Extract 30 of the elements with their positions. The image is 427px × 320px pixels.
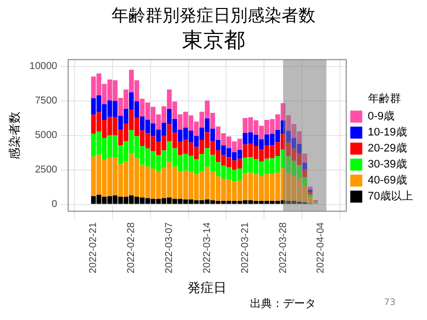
bar bbox=[302, 162, 308, 170]
bar bbox=[302, 169, 308, 178]
chart-title: 年齢群別発症日別感染者数 bbox=[112, 6, 316, 25]
legend-label: 30-39歳 bbox=[368, 158, 407, 171]
y-tick-label: 7500 bbox=[34, 96, 58, 107]
legend-label: 40-69歳 bbox=[368, 174, 407, 187]
y-tick-label: 2500 bbox=[34, 164, 58, 176]
x-tick-label: 2022-03-14 bbox=[202, 222, 213, 274]
bar bbox=[308, 194, 313, 198]
y-tick-label: 5000 bbox=[34, 130, 58, 142]
legend-label: 10-19歳 bbox=[368, 126, 407, 139]
bar bbox=[302, 154, 308, 163]
legend-label: 70歳以上 bbox=[368, 190, 414, 203]
source-note: 出典：データ bbox=[250, 296, 316, 311]
x-tick-label: 2022-03-21 bbox=[240, 222, 251, 274]
legend-label: 20-29歳 bbox=[368, 142, 407, 155]
legend-title: 年齢群 bbox=[368, 92, 402, 105]
x-tick-label: 2022-03-28 bbox=[278, 222, 289, 274]
x-tick-label: 2022-02-28 bbox=[126, 222, 138, 274]
text: 73 bbox=[384, 298, 396, 308]
y-tick-label: 0 bbox=[52, 199, 58, 210]
x-tick-label: 2022-03-07 bbox=[164, 222, 176, 274]
y-axis-title: 感染者数 bbox=[8, 111, 22, 160]
legend-label: 0-9歳 bbox=[368, 110, 395, 123]
x-tick-label: 2022-04-04 bbox=[316, 222, 327, 274]
bar bbox=[308, 186, 313, 190]
x-tick-label: 2022-02-21 bbox=[88, 222, 100, 274]
y-tick-label: 10000 bbox=[29, 61, 58, 72]
chart-subtitle: 東京都 bbox=[182, 28, 245, 52]
x-axis-title: 発症日 bbox=[188, 280, 227, 295]
